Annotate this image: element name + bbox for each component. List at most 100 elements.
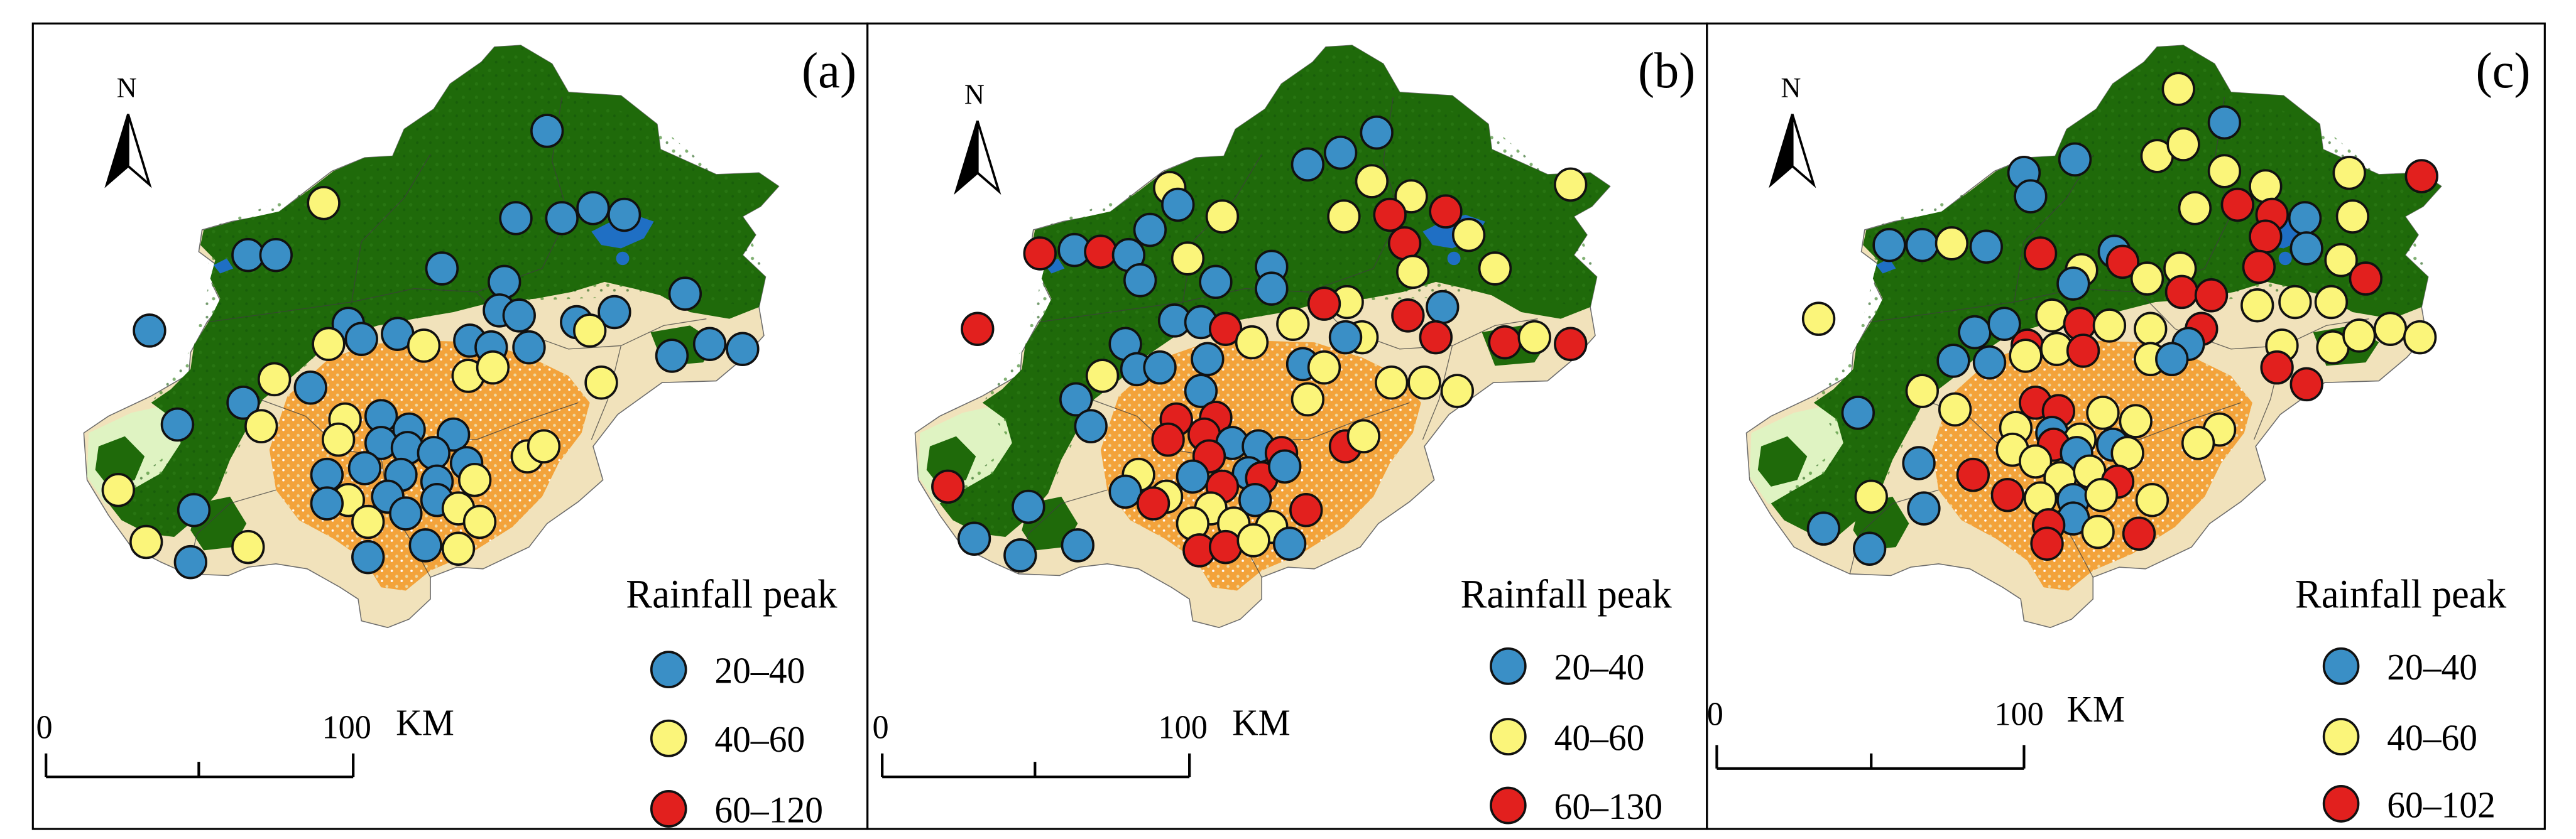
station-marker-mid <box>2249 169 2283 203</box>
station-marker-low <box>1905 227 1939 263</box>
legend-swatch-mid <box>650 719 687 757</box>
station-marker-mid <box>1276 306 1310 341</box>
scale-bar-end: 100 <box>322 709 371 746</box>
north-arrow: N <box>1769 72 1815 186</box>
station-marker-low <box>1199 264 1233 300</box>
station-marker-mid <box>2373 311 2408 346</box>
station-marker-low <box>2289 231 2323 266</box>
station-marker-low <box>1061 528 1094 563</box>
panel-c-frame <box>1706 22 2546 830</box>
station-marker-high <box>1990 477 2024 512</box>
station-marker-mid <box>1236 523 1270 558</box>
station-marker-mid <box>1554 167 1588 202</box>
station-marker-mid <box>1478 251 1512 286</box>
station-marker-low <box>2207 105 2242 140</box>
legend-item: 20–40 <box>1490 647 1644 688</box>
station-marker-low <box>351 539 385 575</box>
station-marker-low <box>1074 409 1108 443</box>
scale-bar-start: 0 <box>1707 696 1723 733</box>
station-marker-low <box>1238 483 1272 517</box>
station-marker-mid <box>101 472 135 507</box>
station-marker-low <box>347 451 382 485</box>
station-marker-mid <box>2240 288 2274 323</box>
station-marker-low <box>1902 446 1936 480</box>
legend-range-low: 20–40 <box>714 650 805 691</box>
station-marker-high <box>2023 236 2058 271</box>
station-marker-mid <box>2314 284 2349 320</box>
station-marker-low <box>417 436 450 470</box>
station-marker-mid <box>321 422 356 457</box>
station-marker-high <box>1373 197 1407 232</box>
station-marker-mid <box>1451 217 1486 252</box>
station-marker-low <box>576 191 610 225</box>
station-marker-low <box>425 251 459 286</box>
station-marker-low <box>408 528 442 563</box>
station-marker-low <box>668 276 702 311</box>
station-marker-low <box>1268 449 1302 484</box>
station-marker-low <box>502 298 536 333</box>
station-marker-low <box>226 386 260 420</box>
station-marker-mid <box>231 529 265 565</box>
station-marker-high <box>2349 261 2382 296</box>
legend-swatch-high <box>2322 784 2360 823</box>
legend-range-high: 60–120 <box>714 789 823 831</box>
station-marker-mid <box>351 504 385 539</box>
station-marker-mid <box>527 429 561 464</box>
legend-swatch-mid <box>2322 718 2360 755</box>
station-marker-mid <box>1355 164 1389 198</box>
station-marker-high <box>1956 457 1990 492</box>
station-marker-mid <box>2166 127 2200 162</box>
station-marker-low <box>499 201 533 235</box>
station-marker-low <box>1936 344 1970 378</box>
station-marker-high <box>961 311 995 346</box>
station-marker-low <box>655 338 689 373</box>
station-marker-mid <box>2019 444 2053 479</box>
station-marker-mid <box>2092 308 2127 343</box>
station-marker-high <box>1488 325 1522 360</box>
north-arrow-label: N <box>117 72 137 104</box>
legend-item: 20–40 <box>650 650 805 691</box>
station-marker-mid <box>1085 359 1120 393</box>
station-marker-mid <box>2278 284 2312 320</box>
station-marker-low <box>310 486 344 521</box>
station-marker-low <box>1958 315 1992 350</box>
station-marker-mid <box>1396 254 1430 290</box>
station-marker-low <box>488 264 521 300</box>
station-markers <box>101 114 760 580</box>
panel-a: (a) N 0 100 KM Rainfall peak 20–40 40–60… <box>36 43 857 830</box>
station-marker-low <box>1987 306 2021 341</box>
station-marker-mid <box>1205 199 1240 234</box>
station-marker-high <box>2289 367 2323 402</box>
station-marker-low <box>607 197 641 232</box>
legend-range-low: 20–40 <box>2387 647 2477 688</box>
station-marker-mid <box>2119 404 2153 438</box>
station-marker-high <box>2030 526 2064 561</box>
station-marker-mid <box>2335 199 2370 234</box>
station-marker-low <box>173 544 207 580</box>
legend-item: 60–102 <box>2322 784 2496 825</box>
station-marker-low <box>293 370 327 405</box>
legend-range-mid: 40–60 <box>714 718 805 760</box>
station-marker-mid <box>2342 318 2376 353</box>
panel-c: (c) N 0 100 KM Rainfall peak 20–40 40–60… <box>1707 43 2531 825</box>
legend-swatch-high <box>650 789 687 828</box>
panel-b: (b) N 0 100 KM Rainfall peak 20–40 40–60… <box>872 43 1695 827</box>
station-marker-mid <box>1394 179 1428 214</box>
station-marker-low <box>598 295 631 330</box>
station-marker-mid <box>1854 479 1888 514</box>
station-marker-high <box>1289 493 1323 528</box>
north-arrow: N <box>106 72 151 186</box>
station-marker-low <box>160 407 195 442</box>
legend-item: 60–120 <box>650 789 823 831</box>
station-marker-mid <box>2084 477 2118 512</box>
scale-bar: 0 100 KM <box>872 702 1291 779</box>
station-marker-low <box>512 330 546 365</box>
station-marker-high <box>1208 311 1243 346</box>
station-marker-low <box>389 496 423 531</box>
station-marker-low <box>957 521 991 556</box>
station-marker-mid <box>2110 436 2144 470</box>
north-arrow-label: N <box>964 78 985 111</box>
station-marker-mid <box>2181 426 2215 460</box>
station-marker-high <box>1307 286 1341 321</box>
